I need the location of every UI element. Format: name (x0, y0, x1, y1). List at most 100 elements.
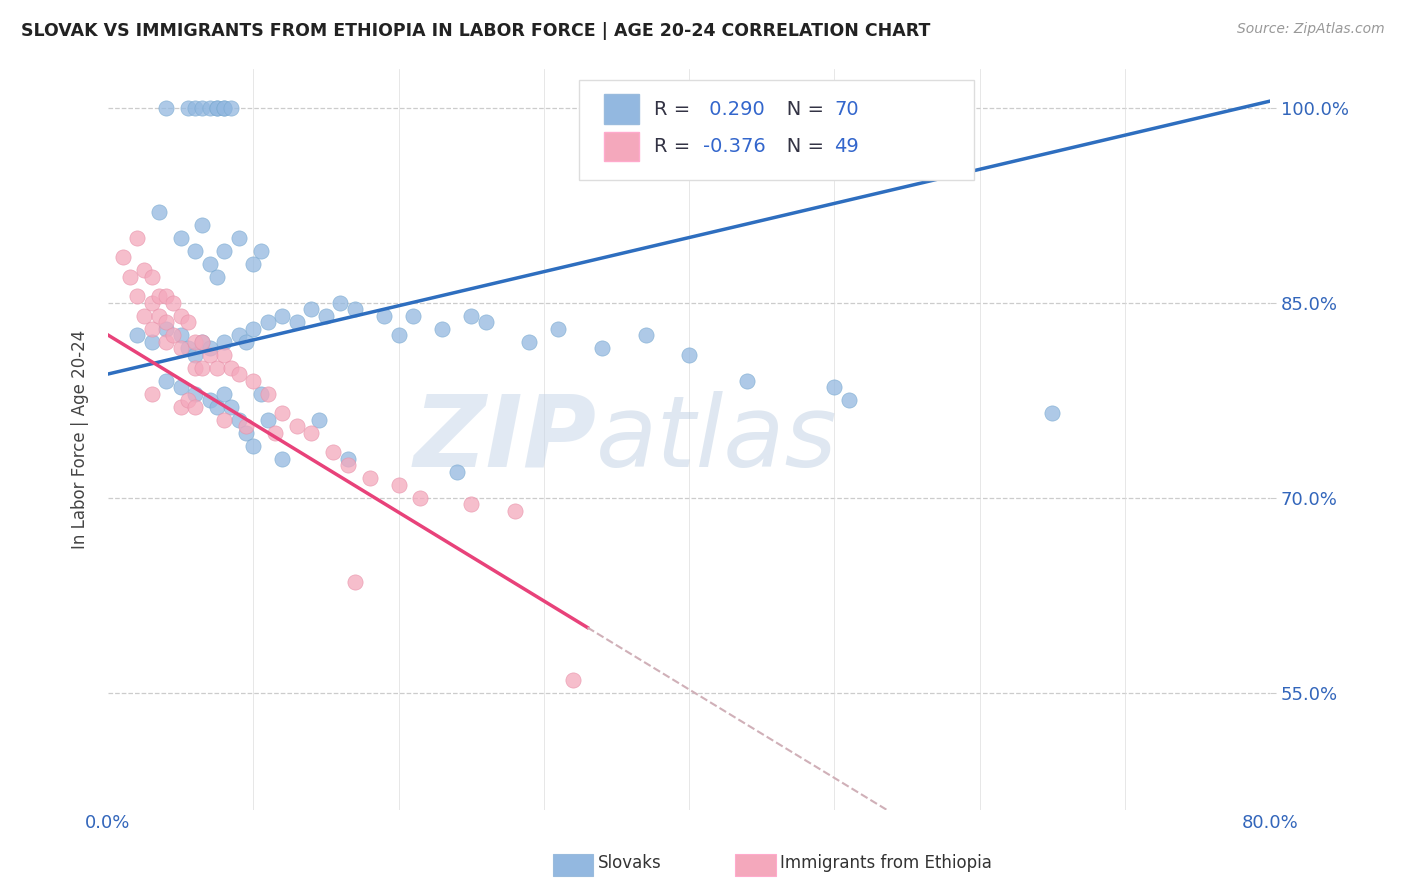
Point (205, 360, 228, 375)
Point (228, 328, 250, 343)
Point (235, 425, 257, 440)
Point (591, 341, 613, 355)
Point (169, 341, 191, 355)
Point (228, 367, 250, 381)
Point (205, 101, 228, 115)
Point (212, 101, 235, 115)
Point (198, 101, 221, 115)
Text: 0.290: 0.290 (703, 100, 765, 119)
Point (315, 309, 337, 323)
Point (177, 315, 200, 329)
Point (155, 321, 177, 335)
Point (242, 438, 264, 452)
Text: SLOVAK VS IMMIGRANTS FROM ETHIOPIA IN LABOR FORCE | AGE 20-24 CORRELATION CHART: SLOVAK VS IMMIGRANTS FROM ETHIOPIA IN LA… (21, 22, 931, 40)
Point (271, 309, 294, 323)
Point (148, 204, 170, 219)
Point (155, 334, 177, 349)
Point (184, 101, 207, 115)
Point (235, 334, 257, 349)
Text: Immigrants from Ethiopia: Immigrants from Ethiopia (780, 855, 993, 872)
Y-axis label: In Labor Force | Age 20-24: In Labor Force | Age 20-24 (72, 329, 89, 549)
Point (141, 321, 163, 335)
Point (242, 256, 264, 270)
Point (1042, 406, 1064, 420)
FancyBboxPatch shape (579, 79, 974, 179)
Point (634, 328, 657, 343)
Point (141, 269, 163, 284)
Point (249, 386, 271, 401)
Point (118, 269, 141, 284)
Text: -0.376: -0.376 (703, 136, 766, 156)
Point (169, 380, 191, 394)
Point (191, 360, 214, 375)
Point (242, 321, 264, 335)
Point (285, 419, 308, 434)
Point (387, 328, 409, 343)
Point (271, 451, 294, 466)
Point (212, 244, 235, 258)
Point (228, 412, 250, 426)
Point (308, 412, 330, 426)
Point (191, 218, 214, 232)
Point (184, 360, 207, 375)
Point (169, 328, 191, 343)
Point (387, 477, 409, 491)
Text: 49: 49 (835, 136, 859, 156)
Point (264, 425, 287, 440)
Point (205, 269, 228, 284)
Text: 70: 70 (835, 100, 859, 119)
Point (212, 347, 235, 361)
Point (519, 334, 541, 349)
Point (169, 400, 191, 414)
Point (249, 244, 271, 258)
Point (134, 263, 156, 277)
Point (205, 101, 228, 115)
Point (212, 334, 235, 349)
Point (336, 458, 359, 472)
Point (221, 101, 243, 115)
Point (285, 315, 308, 329)
Point (162, 295, 184, 310)
Point (271, 406, 294, 420)
Point (155, 101, 177, 115)
Point (184, 347, 207, 361)
Text: R =: R = (654, 136, 697, 156)
Point (460, 309, 482, 323)
FancyBboxPatch shape (605, 95, 640, 124)
Point (373, 309, 395, 323)
Point (141, 295, 163, 310)
Point (177, 392, 200, 407)
Point (212, 101, 235, 115)
Point (299, 301, 322, 316)
Point (198, 341, 221, 355)
Point (322, 445, 344, 459)
Point (256, 386, 278, 401)
Point (460, 497, 482, 511)
Point (235, 419, 257, 434)
Point (169, 230, 191, 244)
Point (212, 386, 235, 401)
Point (343, 301, 366, 316)
Point (678, 347, 700, 361)
Point (141, 386, 163, 401)
Text: Source: ZipAtlas.com: Source: ZipAtlas.com (1237, 22, 1385, 37)
Point (228, 230, 250, 244)
FancyBboxPatch shape (605, 131, 640, 161)
Point (134, 309, 156, 323)
Text: ZIP: ZIP (413, 391, 596, 488)
Point (737, 374, 759, 388)
Point (336, 451, 359, 466)
Point (184, 244, 207, 258)
Point (212, 412, 235, 426)
Point (221, 360, 243, 375)
Point (155, 374, 177, 388)
Point (148, 289, 170, 303)
Point (125, 230, 148, 244)
Point (824, 380, 846, 394)
Point (256, 412, 278, 426)
Point (198, 347, 221, 361)
Point (125, 289, 148, 303)
Point (430, 321, 453, 335)
Point (148, 309, 170, 323)
Point (184, 334, 207, 349)
